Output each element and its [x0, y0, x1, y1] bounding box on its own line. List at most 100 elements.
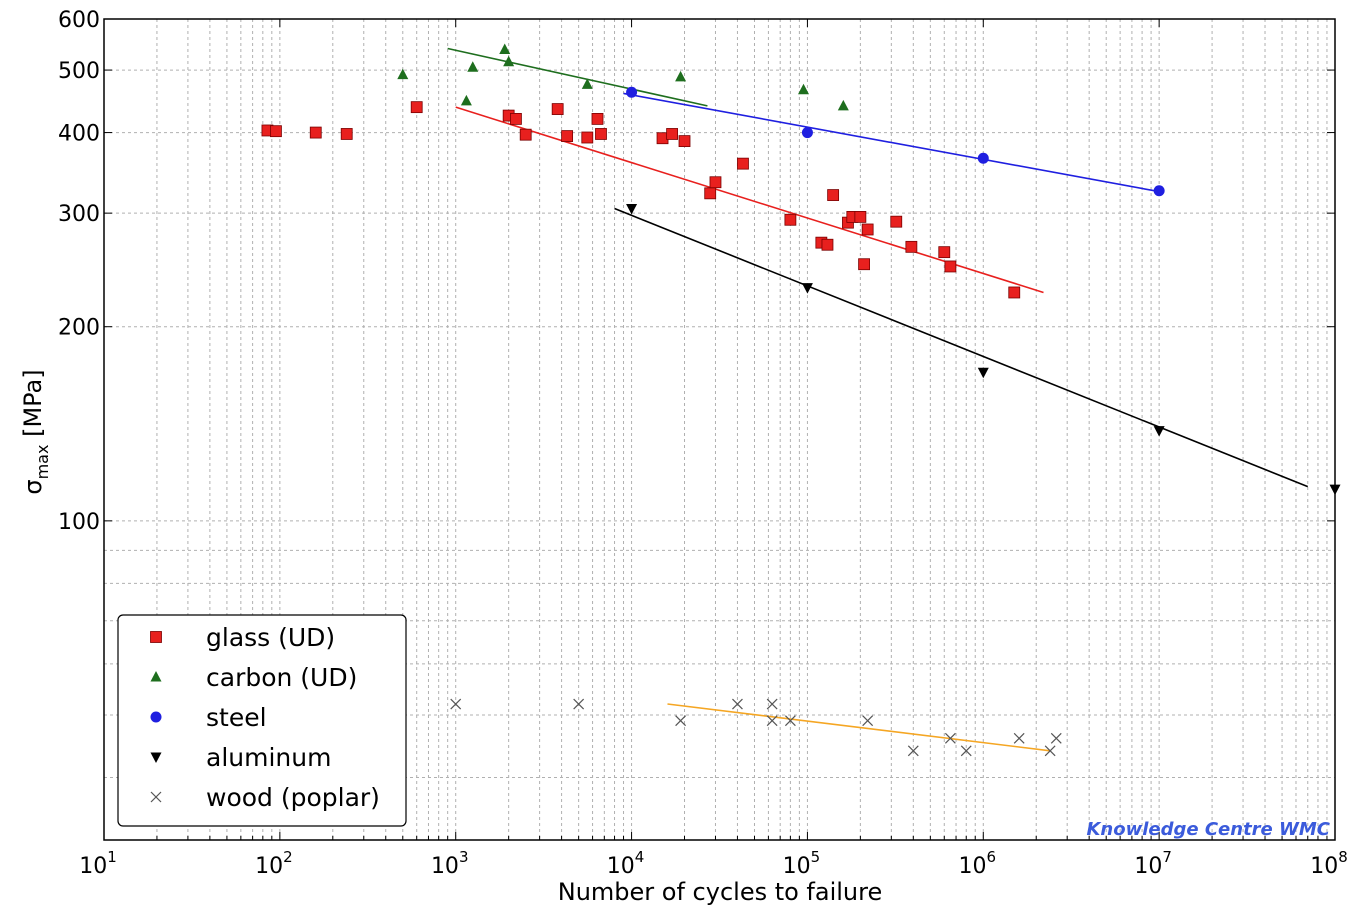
x-marker-stroke	[907, 745, 919, 757]
x-marker-stroke	[573, 698, 585, 710]
x-marker-stroke	[944, 732, 956, 744]
x-tick-label: 101	[79, 848, 117, 879]
data-point	[766, 698, 778, 710]
data-point	[938, 246, 951, 259]
legend-entry-label: carbon (UD)	[206, 663, 357, 692]
watermark-text: Knowledge Centre WMC	[1086, 819, 1330, 840]
data-point	[890, 215, 903, 228]
y-tick-label: 600	[58, 8, 100, 33]
legend-entry-label: glass (UD)	[206, 623, 335, 652]
x-tick-label-base: 10	[431, 854, 459, 879]
data-point	[678, 135, 691, 147]
legend: glass (UD) carbon (UD) steel aluminum wood (…	[117, 614, 407, 827]
fit-line	[447, 47, 708, 107]
x-marker-stroke	[732, 698, 743, 710]
fit-line	[667, 703, 1051, 752]
x-tick-label-exponent: 5	[811, 848, 821, 866]
x-tick-label-base: 10	[783, 854, 811, 879]
y-tick-label: 500	[58, 59, 100, 84]
x-axis-title: Number of cycles to failure	[558, 878, 883, 906]
y-axis-title-subscript: max	[33, 445, 52, 480]
data-point	[626, 204, 638, 215]
x-tick-label: 104	[607, 848, 645, 879]
x-tick-label-base: 10	[1310, 854, 1338, 879]
data-point	[467, 61, 479, 72]
x-marker-stroke	[1044, 745, 1056, 757]
data-point	[907, 745, 919, 757]
legend-marker	[150, 752, 162, 763]
data-point	[666, 128, 678, 140]
x-axis-ticks: 101 102 103 104 105 106 107 108	[79, 19, 1348, 879]
data-point	[519, 128, 532, 141]
fit-lines	[447, 47, 1309, 752]
data-point	[944, 732, 956, 744]
y-tick-label: 200	[58, 316, 100, 341]
y-axis-title: σmax [MPa]	[19, 369, 52, 494]
x-marker-stroke	[1013, 732, 1025, 744]
data-point	[977, 152, 989, 164]
x-tick-label-exponent: 8	[1338, 848, 1348, 866]
data-point	[837, 99, 849, 111]
y-tick-label: 400	[58, 122, 100, 147]
y-axis-ticks: 100 200 300 400 500 600	[58, 8, 1335, 535]
x-tick-label-base: 10	[959, 854, 987, 879]
data-point	[503, 55, 515, 67]
x-tick-label-base: 10	[79, 854, 107, 879]
data-point	[1050, 732, 1062, 744]
data-point	[410, 101, 423, 114]
x-marker-stroke	[766, 715, 778, 727]
data-point	[944, 260, 957, 273]
legend-marker	[150, 711, 162, 723]
data-point	[675, 715, 687, 727]
data-point	[709, 176, 722, 189]
x-tick-label-exponent: 1	[107, 848, 117, 866]
data-point	[905, 240, 918, 253]
data-point	[801, 127, 813, 139]
x-tick-label: 107	[1134, 848, 1172, 879]
data-point	[858, 258, 870, 271]
data-point	[784, 715, 796, 727]
data-point	[827, 189, 840, 201]
data-point	[675, 70, 687, 82]
data-point	[309, 126, 322, 139]
data-point	[737, 157, 749, 170]
data-point	[801, 283, 813, 294]
x-tick-label: 105	[783, 848, 821, 879]
fit-line	[623, 92, 1160, 193]
data-point	[766, 715, 778, 727]
x-tick-label-exponent: 7	[1162, 848, 1172, 866]
x-tick-label-exponent: 3	[459, 848, 469, 866]
data-point	[340, 128, 353, 140]
data-points	[261, 43, 1341, 757]
x-marker-stroke	[450, 698, 462, 710]
data-point	[573, 698, 585, 710]
data-point	[510, 113, 522, 125]
x-marker-stroke	[862, 715, 874, 727]
x-tick-label-base: 10	[1134, 854, 1162, 879]
data-point	[960, 745, 972, 757]
x-marker-stroke	[675, 715, 687, 727]
x-tick-label: 108	[1310, 848, 1348, 879]
data-point	[1008, 286, 1021, 299]
y-tick-label: 100	[58, 510, 100, 535]
legend-marker	[150, 631, 162, 643]
data-point	[1044, 745, 1056, 757]
data-point	[450, 698, 462, 710]
y-tick-label: 300	[58, 202, 100, 227]
data-point	[460, 94, 472, 106]
data-point	[397, 68, 409, 80]
data-point	[581, 78, 593, 89]
data-point	[861, 223, 874, 236]
legend-marker	[150, 671, 162, 682]
data-point	[704, 187, 717, 200]
x-marker-stroke	[150, 791, 162, 803]
x-tick-label-base: 10	[255, 854, 283, 879]
data-point	[1153, 426, 1165, 437]
legend-box	[117, 614, 407, 827]
legend-entry-label: aluminum	[206, 743, 331, 772]
data-point	[854, 211, 867, 223]
data-point	[551, 103, 564, 115]
x-tick-label: 102	[255, 848, 293, 879]
data-point	[595, 128, 607, 140]
